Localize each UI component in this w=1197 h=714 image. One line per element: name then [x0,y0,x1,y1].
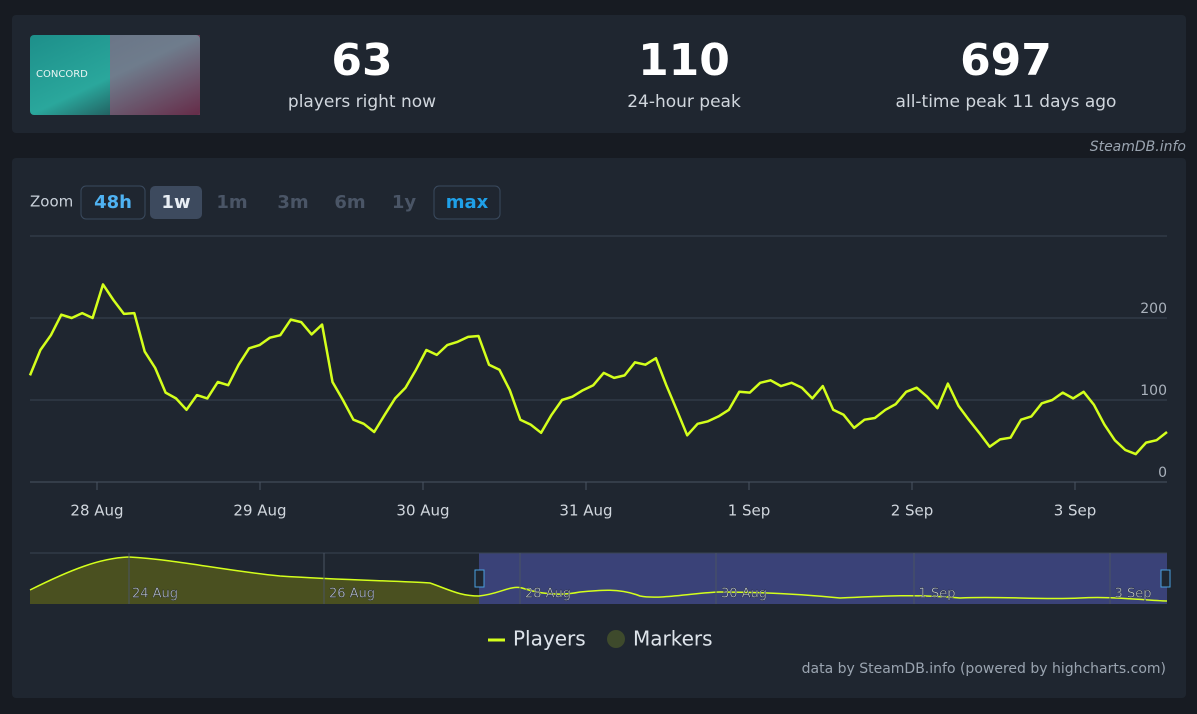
y-tick-label: 200 [1140,301,1167,317]
header-panel [12,15,1186,133]
navigator-handle[interactable] [474,569,485,588]
zoom-button-label[interactable]: 6m [334,192,365,213]
x-tick-label: 31 Aug [559,502,612,520]
zoom-button-label[interactable]: 1w [161,192,190,213]
stat-label: players right now [288,92,436,112]
navigator-label: 28 Aug [525,587,571,602]
legend-label[interactable]: Markers [633,627,713,651]
zoom-button[interactable] [433,185,501,220]
credit: data by SteamDB.info (powered by highcha… [802,661,1166,677]
zoom-button-label[interactable]: 1m [216,192,247,213]
source-label: SteamDB.info [1090,139,1186,155]
x-tick-label: 30 Aug [396,502,449,520]
zoom-button-label[interactable]: 1y [392,192,417,213]
navigator-label: 26 Aug [329,587,375,602]
stat-label: 24-hour peak [627,92,741,112]
zoom-button-label[interactable]: 48h [94,192,132,213]
stat-label: all-time peak 11 days ago [896,92,1117,112]
x-tick-label: 29 Aug [233,502,286,520]
zoom-button-label[interactable]: max [446,192,489,213]
stat-value: 697 [960,35,1052,86]
navigator-selection [479,553,1167,604]
stat-value: 110 [638,35,730,86]
legend-swatch [607,630,625,648]
navigator-area [30,557,479,604]
series-line [28,283,1168,456]
zoom-button[interactable] [150,186,202,219]
navigator-label: 3 Sep [1115,587,1152,602]
x-tick-label: 3 Sep [1054,502,1097,520]
navigator-label: 30 Aug [721,587,767,602]
x-tick-label: 2 Sep [891,502,934,520]
navigator-label: 24 Aug [132,587,178,602]
navigator-handle[interactable] [1160,569,1171,588]
y-tick-label: 0 [1158,465,1167,481]
navigator-line [29,556,1168,602]
game-art [110,35,200,115]
y-tick-label: 100 [1140,383,1167,399]
zoom-button-label[interactable]: 3m [277,192,308,213]
x-tick-label: 1 Sep [728,502,771,520]
navigator-label: 1 Sep [919,587,956,602]
logo-text: CONCORD [36,69,88,80]
game-image [30,35,200,115]
x-tick-label: 28 Aug [70,502,123,520]
legend-label[interactable]: Players [513,627,586,651]
chart-panel [12,158,1186,698]
zoom-button[interactable] [80,185,146,220]
stat-value: 63 [331,35,392,86]
zoom-label: Zoom [30,193,73,211]
